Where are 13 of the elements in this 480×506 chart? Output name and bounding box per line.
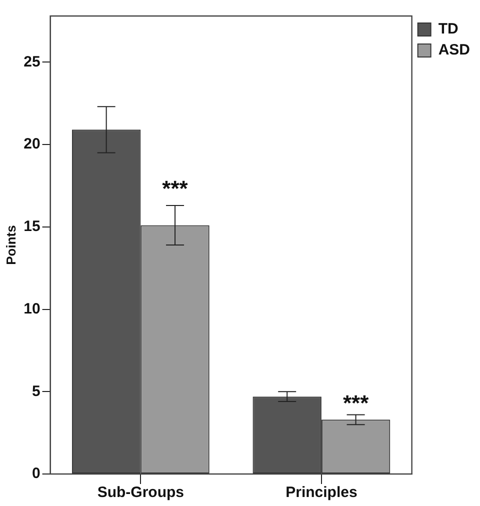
y-axis-title: Points	[3, 225, 18, 265]
annotation: ***	[342, 390, 370, 416]
y-tick-label: 5	[32, 382, 40, 400]
x-tick-label: Principles	[286, 484, 358, 502]
legend-label: TD	[438, 20, 458, 38]
y-tick-label: 10	[24, 300, 40, 318]
legend-label: ASD	[438, 42, 470, 59]
y-tick-label: 0	[32, 465, 40, 482]
y-tick-label: 20	[24, 136, 40, 153]
y-tick-label: 15	[24, 218, 40, 236]
y-tick-label: 25	[24, 53, 40, 70]
annotation: ***	[162, 176, 188, 201]
x-tick-label: Sub-Groups	[97, 484, 184, 502]
